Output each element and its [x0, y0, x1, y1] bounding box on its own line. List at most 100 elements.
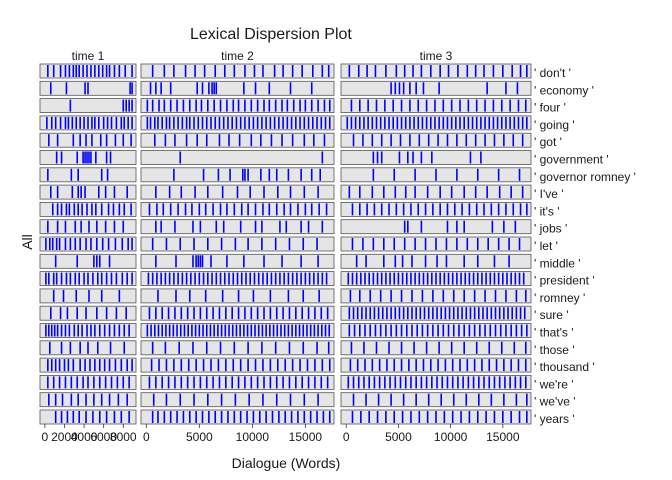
panel-background	[39, 150, 137, 165]
dispersion-row	[140, 132, 335, 148]
panel-background	[39, 219, 137, 235]
dispersion-row	[140, 288, 335, 304]
dispersion-row	[140, 392, 335, 408]
x-tick-label: 6000	[90, 430, 117, 444]
word-label: ' going '	[534, 118, 575, 132]
panel-background	[39, 305, 137, 321]
panel-background	[140, 323, 335, 338]
word-label: ' four '	[534, 101, 566, 115]
x-tick-label: 0	[42, 430, 49, 444]
panel-background	[340, 253, 532, 269]
panel-background	[140, 201, 335, 217]
word-label: ' we've '	[534, 395, 576, 409]
x-tick-label: 15000	[486, 430, 520, 444]
panel-background	[340, 323, 532, 338]
dispersion-row	[140, 323, 335, 338]
x-tick-label: 5000	[385, 430, 412, 444]
word-label: ' sure '	[534, 308, 569, 322]
x-tick-label: 4000	[71, 430, 98, 444]
word-label: ' don't '	[534, 66, 571, 80]
panel-background	[39, 323, 137, 338]
panel-background	[39, 184, 137, 200]
panel-background	[140, 132, 335, 148]
panel-background	[39, 253, 137, 269]
word-label: ' thousand '	[534, 360, 595, 374]
dispersion-row	[340, 409, 532, 425]
dispersion-row	[340, 357, 532, 373]
dispersion-row	[340, 374, 532, 390]
panel-background	[340, 184, 532, 200]
dispersion-row	[39, 357, 137, 373]
panel-background	[140, 357, 335, 373]
panel-background	[39, 409, 137, 425]
word-label: ' years '	[534, 412, 575, 426]
dispersion-row	[39, 409, 137, 425]
dispersion-row	[340, 271, 532, 287]
dispersion-row	[39, 219, 137, 235]
dispersion-row	[39, 271, 137, 287]
panel-background	[140, 219, 335, 235]
word-label: ' middle '	[534, 256, 581, 270]
x-tick-label: 10000	[236, 430, 270, 444]
x-tick-label: 8000	[110, 430, 137, 444]
panel-background	[340, 150, 532, 165]
dispersion-row	[140, 184, 335, 200]
dispersion-row	[39, 323, 137, 338]
panel-background	[140, 236, 335, 252]
dispersion-row	[340, 323, 532, 338]
facet-2: time 2 0 5000 10000 15000	[140, 49, 335, 444]
dispersion-row	[39, 201, 137, 217]
word-labels: ' don't ' ' economy ' ' four ' ' going ' ' g…	[534, 66, 636, 426]
panel-background	[39, 98, 137, 113]
dispersion-row	[140, 305, 335, 321]
dispersion-row	[340, 80, 532, 96]
panel-background	[39, 201, 137, 217]
panel-background	[140, 374, 335, 390]
panel-background	[340, 288, 532, 304]
word-label: ' president '	[534, 274, 595, 288]
word-label: ' it's '	[534, 204, 560, 218]
dispersion-row	[140, 357, 335, 373]
dispersion-row	[39, 132, 137, 148]
panel-background	[39, 236, 137, 252]
word-label: ' that's '	[534, 326, 574, 340]
x-tick-label: 2000	[51, 430, 78, 444]
panel-background	[140, 253, 335, 269]
dispersion-row	[140, 253, 335, 269]
dispersion-row	[39, 340, 137, 356]
dispersion-row	[140, 271, 335, 287]
dispersion-row	[340, 98, 532, 113]
dispersion-row	[39, 288, 137, 304]
panel-background	[140, 340, 335, 356]
word-label: ' I've '	[534, 187, 564, 201]
dispersion-row	[39, 184, 137, 200]
x-axis-title: Dialogue (Words)	[232, 455, 341, 471]
dispersion-row	[140, 150, 335, 165]
panel-background	[39, 167, 137, 183]
panel-background	[140, 305, 335, 321]
panel-background	[140, 392, 335, 408]
dispersion-row	[39, 63, 137, 79]
panel-background	[340, 80, 532, 96]
dispersion-row	[140, 63, 335, 79]
dispersion-row	[39, 253, 137, 269]
word-label: ' let '	[534, 239, 558, 253]
panel-background	[39, 392, 137, 408]
x-tick-label: 15000	[289, 430, 323, 444]
panel-background	[340, 98, 532, 113]
dispersion-row	[340, 184, 532, 200]
panel-background	[340, 392, 532, 408]
panel-background	[340, 132, 532, 148]
word-label: ' those '	[534, 343, 575, 357]
dispersion-row	[39, 115, 137, 131]
dispersion-row	[39, 392, 137, 408]
word-label: ' jobs '	[534, 222, 567, 236]
word-label: ' economy '	[534, 83, 594, 97]
dispersion-row	[39, 80, 137, 96]
dispersion-row	[39, 98, 137, 113]
dispersion-row	[340, 167, 532, 183]
dispersion-row	[340, 288, 532, 304]
panel-background	[340, 219, 532, 235]
